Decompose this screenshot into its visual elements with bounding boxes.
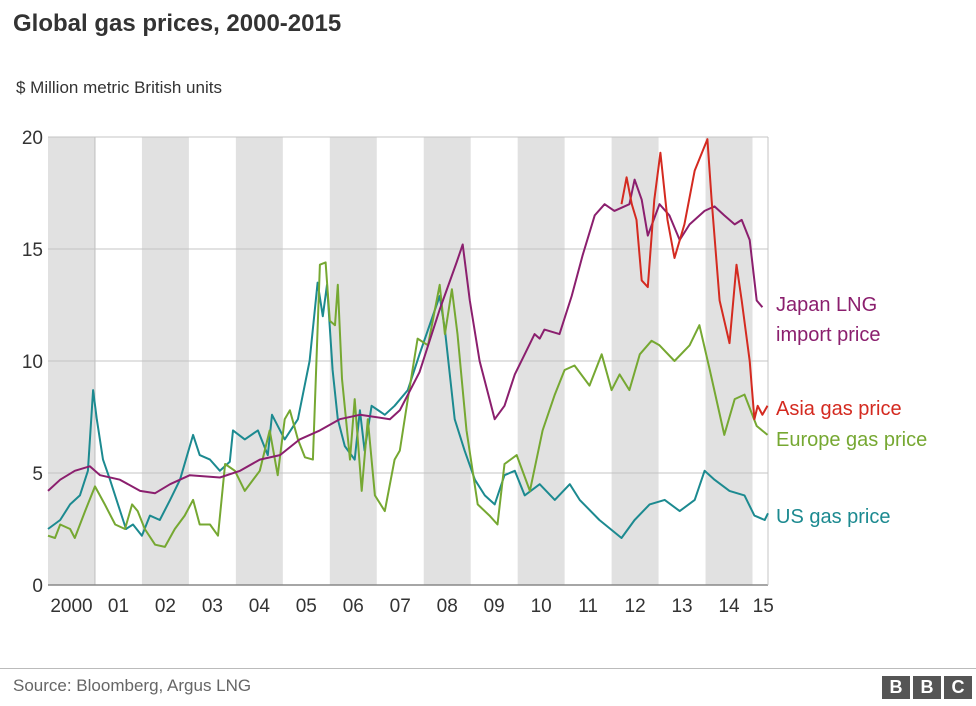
- logo-block: B: [882, 676, 910, 699]
- x-tick-label: 01: [108, 596, 129, 617]
- y-tick-label: 10: [22, 352, 43, 373]
- x-tick-label: 06: [343, 596, 364, 617]
- y-tick-label: 15: [22, 240, 43, 261]
- x-tick-label: 14: [718, 596, 740, 617]
- x-tick-label: 07: [390, 596, 411, 617]
- bbc-logo: B B C: [882, 676, 972, 699]
- x-tick-label: 12: [625, 596, 646, 617]
- series-label: import price: [776, 324, 880, 346]
- logo-block: B: [913, 676, 941, 699]
- series-label: Japan LNG: [776, 294, 877, 316]
- chart-title: Global gas prices, 2000-2015: [13, 10, 342, 37]
- series-label: Europe gas price: [776, 429, 927, 451]
- footer-divider: [0, 668, 976, 669]
- series-line-europe-gas-price: [47, 261, 769, 548]
- x-tick-label: 09: [484, 596, 505, 617]
- y-axis-unit-label: $ Million metric British units: [16, 78, 222, 97]
- x-tick-label: 05: [296, 596, 317, 617]
- series-label: US gas price: [776, 506, 891, 528]
- y-tick-label: 20: [22, 128, 43, 149]
- source-note: Source: Bloomberg, Argus LNG: [13, 676, 252, 695]
- y-tick-label: 5: [32, 464, 43, 485]
- x-tick-label: 04: [249, 596, 271, 617]
- series-line-asia-gas-price: [620, 138, 769, 421]
- x-tick-label: 03: [202, 596, 223, 617]
- x-tick-label: 2000: [50, 596, 92, 617]
- x-tick-label: 02: [155, 596, 176, 617]
- x-tick-label: 11: [578, 596, 598, 617]
- series-label: Asia gas price: [776, 398, 902, 420]
- x-tick-label: 08: [437, 596, 458, 617]
- series-line-japan-lng-import-price: [47, 178, 764, 495]
- x-tick-label: 13: [671, 596, 692, 617]
- y-tick-label: 0: [32, 576, 43, 597]
- x-tick-label: 15: [753, 596, 774, 617]
- logo-block: C: [944, 676, 972, 699]
- x-tick-label: 10: [531, 596, 552, 617]
